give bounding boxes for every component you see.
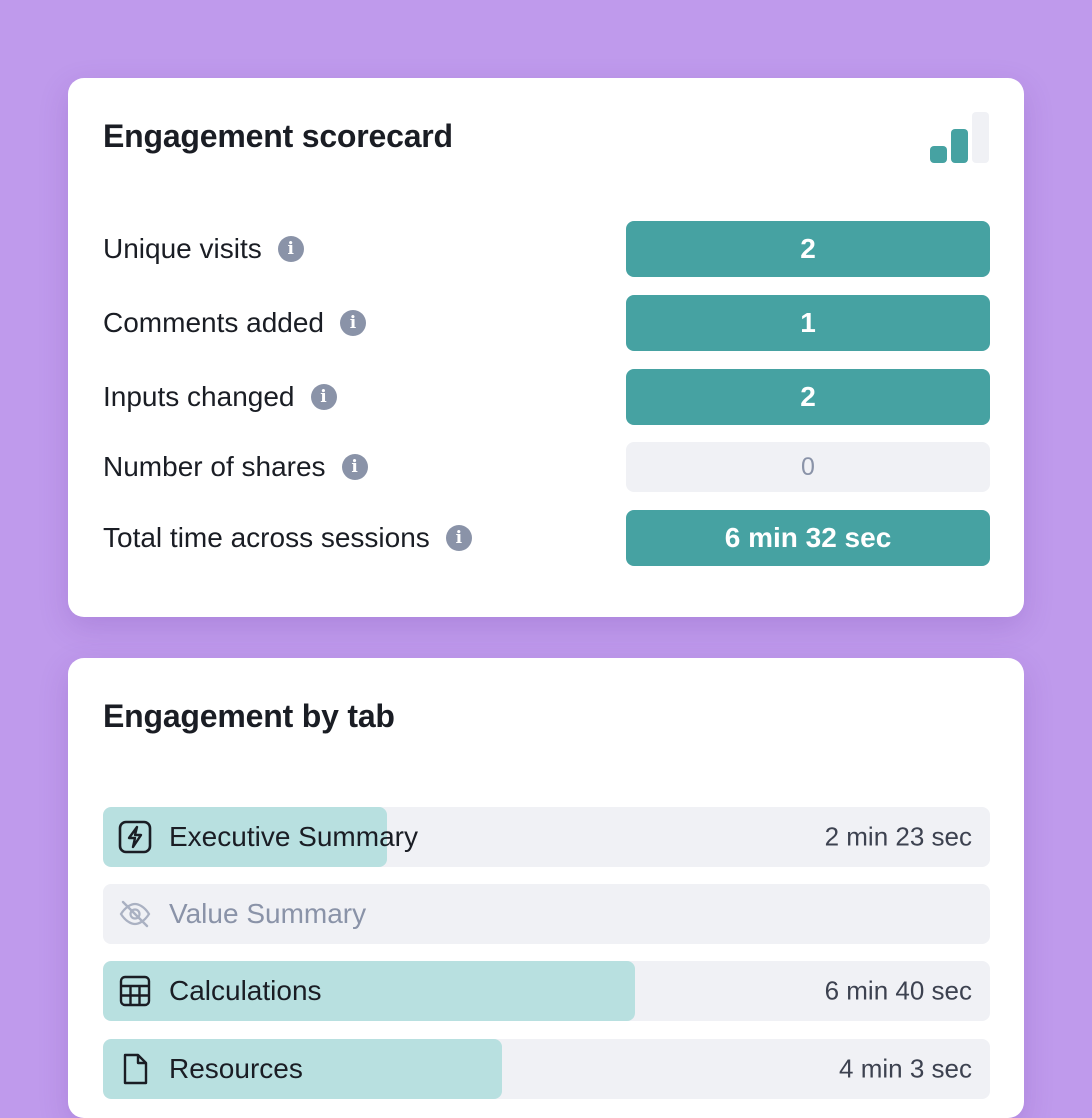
tab-label: Value Summary <box>169 898 367 929</box>
tab-row-calculations[interactable]: Calculations 6 min 40 sec <box>103 961 990 1021</box>
metric-row-unique-visits: Unique visits i 2 <box>103 221 990 277</box>
tab-row-value-summary[interactable]: Value Summary <box>103 884 990 944</box>
tab-label: Calculations <box>169 975 322 1006</box>
tab-row-executive-summary[interactable]: Executive Summary 2 min 23 sec <box>103 807 990 867</box>
metric-value: 6 min 32 sec <box>626 510 990 566</box>
metric-label: Number of shares <box>103 451 326 482</box>
scorecard-title: Engagement scorecard <box>103 118 453 154</box>
metric-row-number-of-shares: Number of shares i 0 <box>103 442 990 492</box>
metric-row-inputs-changed: Inputs changed i 2 <box>103 369 990 425</box>
engagement-by-tab-card: Engagement by tab Executive Summary 2 mi… <box>68 658 1024 1118</box>
metric-row-total-time: Total time across sessions i 6 min 32 se… <box>103 510 990 566</box>
metric-value: 0 <box>626 442 990 492</box>
info-icon[interactable]: i <box>341 454 368 480</box>
tab-row-resources[interactable]: Resources 4 min 3 sec <box>103 1039 990 1099</box>
metric-label: Total time across sessions <box>103 522 430 553</box>
info-icon[interactable]: i <box>277 236 304 262</box>
metric-value: 2 <box>626 369 990 425</box>
metric-label: Comments added <box>103 307 325 338</box>
document-icon <box>123 1053 148 1085</box>
metric-value: 2 <box>626 221 990 277</box>
tab-label: Executive Summary <box>169 821 418 852</box>
by-tab-title: Engagement by tab <box>103 698 395 734</box>
tab-engagement-bar <box>103 961 636 1021</box>
signal-strength-icon <box>930 111 990 163</box>
metric-value: 1 <box>626 295 990 351</box>
info-icon[interactable]: i <box>445 525 472 551</box>
tab-time: 2 min 23 sec <box>824 821 972 852</box>
tab-time: 6 min 40 sec <box>824 975 972 1006</box>
eye-off-icon <box>119 900 151 928</box>
tab-time: 4 min 3 sec <box>839 1053 972 1084</box>
metric-label: Inputs changed <box>103 381 295 412</box>
metric-label: Unique visits <box>103 233 262 264</box>
info-icon[interactable]: i <box>310 384 337 410</box>
metric-row-comments-added: Comments added i 1 <box>103 295 990 351</box>
tab-label: Resources <box>169 1053 303 1084</box>
lightning-bolt-icon <box>118 820 152 854</box>
info-icon[interactable]: i <box>340 310 367 336</box>
table-grid-icon <box>119 975 151 1007</box>
engagement-scorecard-card: Engagement scorecard Unique visits i 2 C… <box>68 78 1024 617</box>
